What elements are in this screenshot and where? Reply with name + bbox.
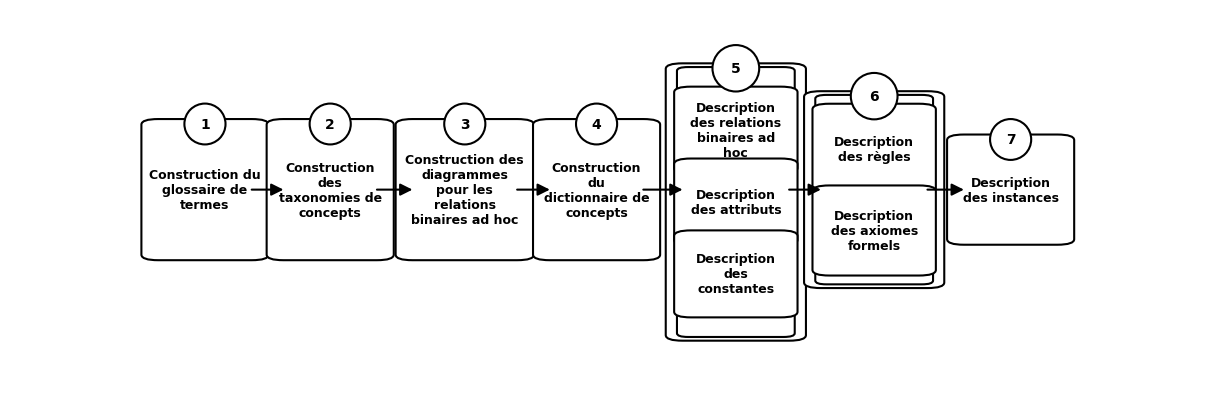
FancyBboxPatch shape — [533, 120, 660, 261]
Ellipse shape — [576, 104, 617, 145]
FancyBboxPatch shape — [674, 159, 797, 246]
Text: Description
des
constantes: Description des constantes — [696, 253, 775, 296]
FancyBboxPatch shape — [813, 105, 936, 194]
Text: Construction du
glossaire de
termes: Construction du glossaire de termes — [150, 169, 260, 212]
Text: 4: 4 — [592, 118, 602, 132]
Text: Construction
des
taxonomies de
concepts: Construction des taxonomies de concepts — [279, 161, 382, 219]
Text: 6: 6 — [870, 90, 879, 104]
Ellipse shape — [850, 74, 897, 120]
FancyBboxPatch shape — [947, 135, 1075, 245]
Text: Description
des règles: Description des règles — [835, 136, 914, 163]
Ellipse shape — [990, 120, 1031, 160]
Text: Description
des attributs: Description des attributs — [691, 188, 781, 217]
Ellipse shape — [444, 104, 485, 145]
Text: Description
des relations
binaires ad
hoc: Description des relations binaires ad ho… — [690, 102, 781, 160]
Ellipse shape — [713, 46, 760, 92]
Ellipse shape — [310, 104, 351, 145]
Text: Construction
du
dictionnaire de
concepts: Construction du dictionnaire de concepts — [544, 161, 649, 219]
FancyBboxPatch shape — [396, 120, 534, 261]
Text: 7: 7 — [1006, 133, 1015, 147]
Text: Construction des
diagrammes
pour les
relations
binaires ad hoc: Construction des diagrammes pour les rel… — [405, 154, 525, 227]
FancyBboxPatch shape — [141, 120, 269, 261]
FancyBboxPatch shape — [674, 87, 797, 174]
Text: 5: 5 — [731, 62, 740, 76]
Text: 3: 3 — [459, 118, 469, 132]
Text: 1: 1 — [200, 118, 210, 132]
FancyBboxPatch shape — [813, 186, 936, 276]
Ellipse shape — [185, 104, 226, 145]
Text: Description
des axiomes
formels: Description des axiomes formels — [831, 209, 918, 252]
FancyBboxPatch shape — [674, 231, 797, 318]
FancyBboxPatch shape — [267, 120, 393, 261]
FancyBboxPatch shape — [666, 64, 806, 341]
FancyBboxPatch shape — [804, 92, 944, 288]
Text: Description
des instances: Description des instances — [962, 176, 1059, 204]
Text: 2: 2 — [326, 118, 335, 132]
